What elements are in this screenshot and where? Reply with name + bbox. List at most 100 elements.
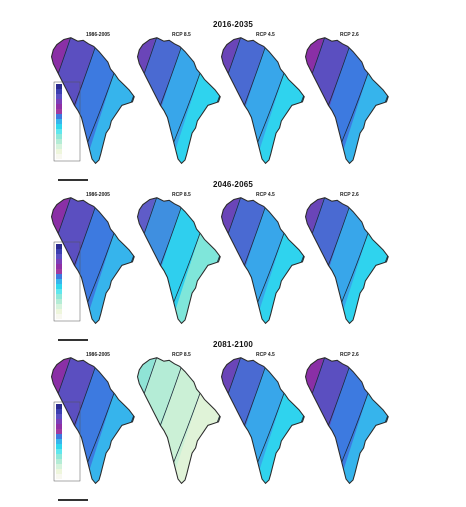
legend-swatch (56, 269, 62, 274)
legend-swatch (56, 449, 62, 454)
legend-swatch (56, 454, 62, 459)
legend-swatch (56, 459, 62, 464)
legend-swatch (56, 84, 62, 89)
legend-frame (53, 241, 81, 322)
panel-label: RCP 2.6 (340, 32, 359, 38)
legend-swatch (56, 139, 62, 144)
panel-label: RCP 8.5 (172, 32, 191, 38)
panel-label: RCP 4.5 (256, 32, 275, 38)
legend-swatch (56, 129, 62, 134)
contour-line (137, 357, 161, 484)
legend-swatch (56, 404, 62, 409)
contour-line (137, 37, 161, 164)
legend-swatch (56, 279, 62, 284)
scale-bar (58, 179, 88, 181)
panel-label: 1986-2005 (86, 192, 110, 198)
country-outline (50, 197, 135, 325)
period-title: 2046-2065 (212, 180, 254, 189)
legend-swatch (56, 474, 62, 479)
period-title: 2081-2100 (212, 340, 254, 349)
country-outline (220, 37, 305, 165)
panel-label: RCP 4.5 (256, 352, 275, 358)
legend-swatch (56, 409, 62, 414)
map-p1-c4 (304, 37, 389, 165)
contour-line (221, 357, 245, 484)
legend-swatch (56, 274, 62, 279)
legend-swatch (56, 259, 62, 264)
contour-line (221, 197, 245, 324)
legend-swatch (56, 124, 62, 129)
country-outline (50, 37, 135, 165)
country-outline (136, 357, 221, 485)
country-outline (220, 197, 305, 325)
legend-swatch (56, 309, 62, 314)
contour-line (305, 37, 329, 164)
panel-label: 1986-2005 (86, 32, 110, 38)
country-outline (304, 197, 389, 325)
scale-bar (58, 499, 88, 501)
legend-swatch (56, 299, 62, 304)
legend-swatch (56, 289, 62, 294)
legend-swatch (56, 104, 62, 109)
legend-swatch (56, 444, 62, 449)
country-outline (136, 37, 221, 165)
contour-line (51, 197, 75, 324)
panel-label: RCP 2.6 (340, 192, 359, 198)
legend-swatch (56, 109, 62, 114)
legend-swatch (56, 434, 62, 439)
legend-swatch (56, 284, 62, 289)
contour-line (386, 37, 389, 164)
legend-p1 (53, 81, 88, 181)
legend-swatch (56, 114, 62, 119)
country-outline (304, 37, 389, 165)
legend-frame (53, 401, 81, 482)
contour-line (386, 197, 389, 324)
legend-p3 (53, 401, 88, 501)
period-title: 2016-2035 (212, 20, 254, 29)
legend-swatch (56, 249, 62, 254)
country-outline (136, 197, 221, 325)
contour-line (386, 357, 389, 484)
panel-label: RCP 4.5 (256, 192, 275, 198)
legend-swatch (56, 264, 62, 269)
panel-label: 1986-2005 (86, 352, 110, 358)
legend-swatch (56, 429, 62, 434)
contour-line (305, 357, 329, 484)
contour-line (137, 197, 161, 324)
legend-swatch (56, 144, 62, 149)
legend-swatch (56, 99, 62, 104)
legend-swatch (56, 94, 62, 99)
legend-p2 (53, 241, 88, 341)
legend-swatch (56, 439, 62, 444)
legend-swatch (56, 469, 62, 474)
legend-swatch (56, 464, 62, 469)
legend-swatch (56, 304, 62, 309)
legend-swatch (56, 314, 62, 319)
contour-line (51, 357, 75, 484)
scale-bar (58, 339, 88, 341)
map-p2-c4 (304, 197, 389, 325)
legend-swatch (56, 149, 62, 154)
legend-swatch (56, 154, 62, 159)
legend-swatch (56, 134, 62, 139)
contour-line (305, 197, 329, 324)
legend-swatch (56, 89, 62, 94)
panel-label: RCP 8.5 (172, 192, 191, 198)
map-p3-c4 (304, 357, 389, 485)
legend-frame (53, 81, 81, 162)
panel-label: RCP 2.6 (340, 352, 359, 358)
country-outline (50, 357, 135, 485)
legend-swatch (56, 254, 62, 259)
legend-swatch (56, 419, 62, 424)
legend-swatch (56, 294, 62, 299)
country-outline (304, 357, 389, 485)
panel-label: RCP 8.5 (172, 352, 191, 358)
legend-swatch (56, 424, 62, 429)
contour-line (51, 37, 75, 164)
country-outline (220, 357, 305, 485)
legend-swatch (56, 119, 62, 124)
contour-line (221, 37, 245, 164)
legend-swatch (56, 244, 62, 249)
legend-swatch (56, 414, 62, 419)
